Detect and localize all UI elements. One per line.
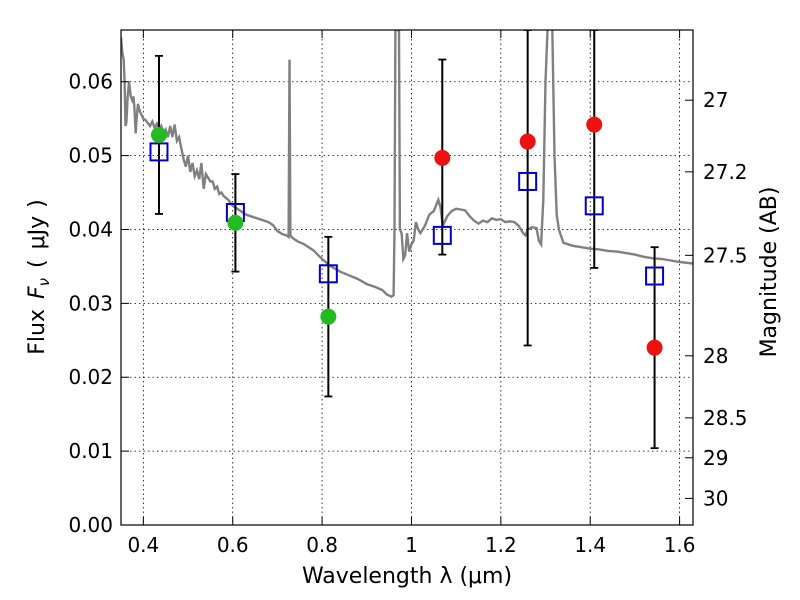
- model-square-marker: [432, 225, 452, 245]
- y-tick-label: 0.03: [68, 291, 113, 315]
- upper-limit-point: [519, 133, 536, 150]
- y-axis-title: Flux Fν ( μJy): [25, 199, 53, 354]
- detected-point: [227, 214, 244, 231]
- x-ticks: 0.4 0.6 0.8 1 1.2 1.4 1.6: [127, 30, 696, 557]
- measured-points-group: [150, 116, 663, 356]
- detected-point: [320, 308, 337, 325]
- x-axis-title: Wavelength λ (μm): [302, 564, 512, 589]
- y-axis-title-unit: μJy: [25, 216, 50, 250]
- y-axis-title-rparen: ): [25, 199, 50, 208]
- detected-point: [150, 126, 167, 143]
- model-square-marker: [318, 264, 338, 284]
- y-ticks: 0.00 0.01 0.02 0.03 0.04 0.05 0.06: [68, 70, 129, 537]
- y-tick-label: 0.05: [68, 144, 113, 168]
- y-tick-label: 0.02: [68, 365, 113, 389]
- y-tick-label: 0.06: [68, 70, 113, 94]
- upper-limit-point: [586, 116, 603, 133]
- y-axis-title-flux: Flux: [25, 309, 50, 355]
- right-axis-title: Magnitude (AB): [757, 187, 782, 358]
- y-axis-title-lparen: (: [25, 259, 50, 268]
- x-tick-label: 0.4: [127, 533, 159, 557]
- right-tick-label: 27: [703, 88, 728, 112]
- model-square-marker: [518, 171, 538, 191]
- model-square-marker: [149, 142, 169, 162]
- model-square-marker: [584, 196, 604, 216]
- right-tick-label: 28.5: [703, 406, 748, 430]
- right-tick-label: 28: [703, 344, 728, 368]
- plot-frame: [120, 29, 694, 526]
- x-tick-label: 1.4: [574, 533, 606, 557]
- y-tick-label: 0.04: [68, 217, 113, 241]
- y-axis-title-nu: ν: [35, 278, 53, 286]
- x-tick-label: 0.6: [217, 533, 249, 557]
- right-tick-label: 30: [703, 486, 728, 510]
- x-tick-label: 1: [405, 533, 418, 557]
- right-tick-label: 27.5: [703, 243, 748, 267]
- right-tick-label: 29: [703, 446, 728, 470]
- grid-lines: [121, 30, 693, 525]
- x-tick-label: 1.2: [485, 533, 517, 557]
- right-tick-label: 27.2: [703, 160, 748, 184]
- y-axis-title-F: F: [25, 286, 50, 299]
- upper-limit-point: [646, 339, 663, 356]
- x-tick-label: 0.8: [306, 533, 338, 557]
- x-tick-label: 1.6: [664, 533, 696, 557]
- y-tick-label: 0.01: [68, 439, 113, 463]
- y-tick-label: 0.00: [68, 513, 113, 537]
- upper-limit-point: [434, 149, 451, 166]
- model-square-marker: [645, 266, 665, 286]
- right-ticks: 27 27.2 27.5 28 28.5 29 30: [685, 88, 748, 510]
